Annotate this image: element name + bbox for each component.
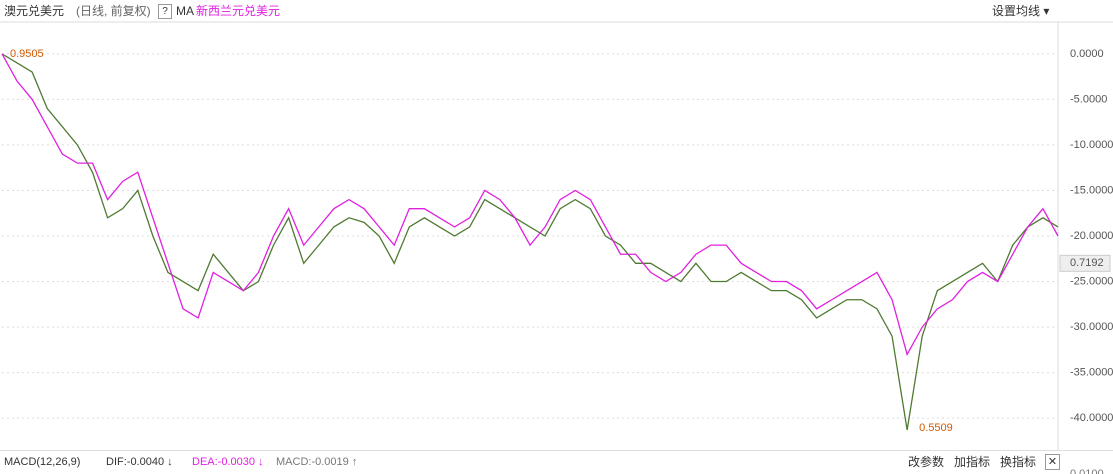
dif: DIF:-0.0040 ↓	[106, 456, 173, 468]
max-label: 0.9505	[10, 48, 44, 60]
edit[interactable]: 改参数	[908, 455, 945, 469]
y-tick-label: -15.0000	[1070, 184, 1113, 196]
y-tick-label: -25.0000	[1070, 275, 1113, 287]
add[interactable]: 加指标	[954, 455, 991, 469]
dea: DEA:-0.0030 ↓	[192, 456, 264, 468]
macd-value: MACD:-0.0019 ↑	[276, 456, 358, 468]
macd-name: MACD(12,26,9)	[4, 456, 81, 468]
ma[interactable]: MA	[176, 4, 194, 18]
y-tick-label: -40.0000	[1070, 412, 1113, 424]
price-line	[1, 53, 1059, 357]
current-box	[1059, 254, 1111, 272]
y-tick-label: -5.0000	[1070, 93, 1107, 105]
price-line	[1, 53, 1059, 431]
compare: 新西兰元兑美元	[196, 4, 281, 18]
title: 澳元兑美元	[4, 4, 65, 18]
current-label: 0.7192	[1070, 257, 1104, 269]
macd-axis: 0.0100	[1070, 468, 1104, 474]
macd-bar: MACD(12,26,9) DIF:-0.0040 ↓ DEA:-0.0030 …	[0, 450, 1113, 474]
y-tick-label: -35.0000	[1070, 367, 1113, 379]
y-tick-label: -30.0000	[1070, 321, 1113, 333]
swap[interactable]: 换指标	[1000, 455, 1037, 469]
y-tick-label: -20.0000	[1070, 230, 1113, 242]
y-tick-label: 0.0000	[1070, 48, 1104, 60]
close[interactable]: ✕	[1045, 454, 1060, 470]
mode: (日线, 前复权)	[76, 4, 151, 18]
header: 澳元兑美元 (日线, 前复权) ? MA 新西兰元兑美元 设置均线 ▾	[0, 0, 1113, 22]
y-tick-label: -10.0000	[1070, 139, 1113, 151]
settings[interactable]: 设置均线 ▾	[992, 4, 1050, 18]
min-label: 0.5509	[919, 422, 953, 434]
help[interactable]: ?	[158, 4, 172, 19]
